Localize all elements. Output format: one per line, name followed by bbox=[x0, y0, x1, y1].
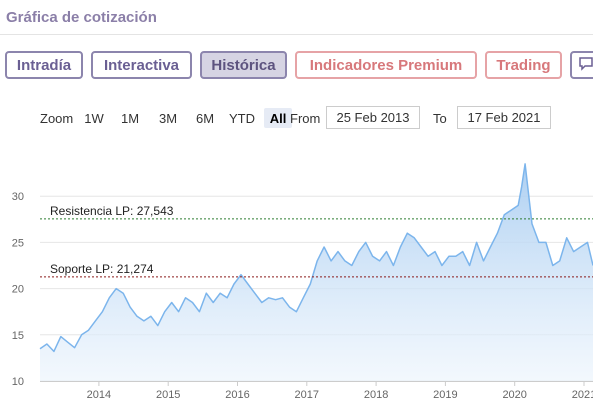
zoom-1w-button[interactable]: 1W bbox=[84, 110, 104, 126]
x-tick-label: 2014 bbox=[87, 389, 111, 401]
y-tick-label: 25 bbox=[12, 237, 24, 249]
price-area bbox=[40, 163, 593, 381]
tab-interactiva[interactable]: Interactiva bbox=[91, 51, 192, 79]
tab-indicadores-premium[interactable]: Indicadores Premium bbox=[295, 51, 477, 79]
zoom-6m-button[interactable]: 6M bbox=[195, 110, 215, 126]
x-tick-label: 2020 bbox=[502, 389, 526, 401]
zoom-all-button[interactable]: All bbox=[264, 108, 292, 128]
x-tick-label: 2018 bbox=[364, 389, 388, 401]
zoom-3m-button[interactable]: 3M bbox=[158, 110, 178, 126]
support-line-label: Soporte LP: 21,274 bbox=[50, 262, 154, 276]
page-title: Gráfica de cotización bbox=[6, 9, 157, 26]
chat-icon bbox=[578, 55, 593, 75]
x-tick-label: 2019 bbox=[433, 389, 457, 401]
y-tick-label: 20 bbox=[12, 284, 24, 296]
from-date-input[interactable]: 25 Feb 2013 bbox=[326, 106, 420, 129]
to-date-input[interactable]: 17 Feb 2021 bbox=[457, 106, 551, 129]
header-divider bbox=[0, 34, 593, 35]
price-line bbox=[39, 163, 593, 353]
tab-intradia[interactable]: Intradía bbox=[5, 51, 83, 79]
zoom-1m-button[interactable]: 1M bbox=[120, 110, 140, 126]
x-tick-label: 2021 bbox=[572, 389, 593, 401]
tab-trading[interactable]: Trading bbox=[485, 51, 562, 79]
x-tick-label: 2015 bbox=[156, 389, 180, 401]
tab-more[interactable] bbox=[570, 51, 593, 79]
x-tick-label: 2017 bbox=[295, 389, 319, 401]
zoom-label: Zoom bbox=[40, 111, 74, 126]
resistance-line-label: Resistencia LP: 27,543 bbox=[50, 204, 174, 218]
from-label: From bbox=[290, 111, 321, 126]
zoom-ytd-button[interactable]: YTD bbox=[229, 110, 255, 126]
to-label: To bbox=[433, 111, 447, 126]
y-tick-label: 15 bbox=[12, 330, 24, 342]
y-tick-label: 30 bbox=[12, 191, 24, 203]
x-tick-label: 2016 bbox=[225, 389, 249, 401]
y-tick-label: 10 bbox=[12, 376, 24, 388]
tab-historica[interactable]: Histórica bbox=[200, 51, 287, 79]
